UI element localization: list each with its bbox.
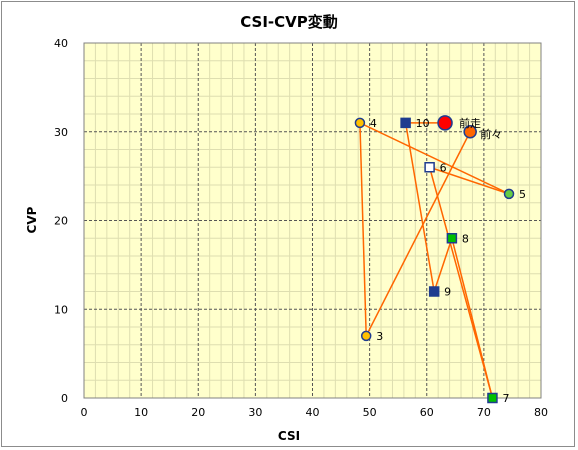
grid-lines	[84, 43, 541, 398]
path-segment	[404, 122, 435, 292]
point-label: 9	[444, 286, 451, 299]
point-前走	[437, 115, 453, 131]
x-tick-label: 70	[477, 406, 491, 419]
point-label: 10	[416, 117, 430, 130]
point-label: 7	[502, 392, 509, 405]
y-tick-label: 10	[54, 303, 68, 316]
y-tick-label: 20	[54, 215, 68, 228]
x-tick-label: 40	[306, 406, 320, 419]
point-label: 前々	[480, 127, 502, 141]
path-segment	[365, 131, 471, 337]
point-6	[424, 162, 435, 173]
y-axis-ticks: 0 10 20 30 40	[54, 37, 68, 405]
path-segment	[451, 238, 494, 399]
x-tick-label: 60	[420, 406, 434, 419]
trajectory-lines	[359, 122, 510, 399]
point-label: 5	[519, 188, 526, 201]
point-8	[446, 233, 458, 244]
point-10	[400, 117, 411, 129]
plot-border	[83, 42, 542, 399]
y-tick-label: 30	[54, 126, 68, 139]
y-tick-label: 40	[54, 37, 68, 50]
path-segment	[429, 166, 510, 195]
y-tick-label: 0	[61, 392, 68, 405]
data-points	[354, 115, 515, 404]
point-label: 4	[370, 117, 377, 130]
point-3	[360, 330, 372, 342]
point-label: 8	[462, 232, 469, 245]
path-segment	[359, 122, 510, 195]
point-label: 前走	[459, 116, 481, 130]
x-tick-label: 0	[81, 406, 88, 419]
point-9	[428, 286, 440, 297]
x-tick-label: 10	[134, 406, 148, 419]
point-7	[487, 392, 498, 404]
y-axis-title: CVP	[25, 206, 39, 233]
x-tick-label: 20	[191, 406, 205, 419]
x-axis-title: CSI	[278, 429, 300, 443]
x-axis-ticks: 0 10 20 30 40 50 60 70 80	[81, 406, 549, 419]
path-segment	[433, 238, 453, 292]
chart-title: CSI-CVP変動	[240, 13, 338, 31]
x-tick-label: 80	[534, 406, 548, 419]
point-label: 3	[376, 330, 383, 343]
x-tick-label: 30	[248, 406, 262, 419]
point-4	[354, 117, 366, 129]
point-前々	[463, 125, 477, 139]
path-segment	[359, 122, 367, 336]
point-5	[503, 188, 515, 200]
x-tick-label: 50	[363, 406, 377, 419]
point-label: 6	[440, 161, 447, 174]
